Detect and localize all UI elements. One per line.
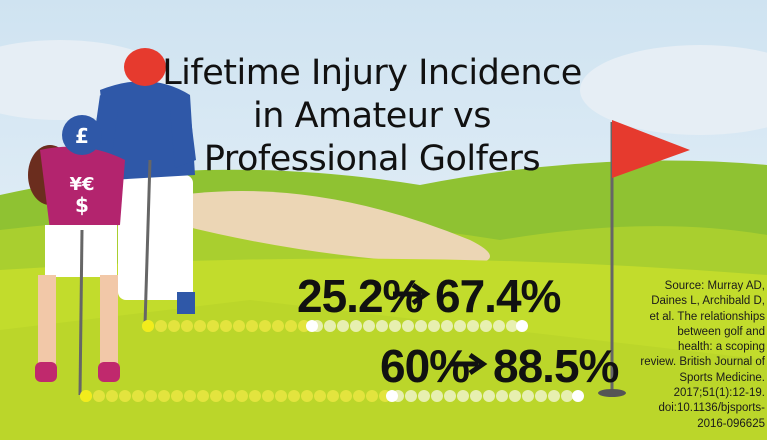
track-dot bbox=[363, 320, 375, 332]
track-dot bbox=[480, 320, 492, 332]
track-dot bbox=[184, 390, 196, 402]
mid-dot bbox=[386, 390, 398, 402]
track-dot bbox=[275, 390, 287, 402]
track-dot bbox=[561, 390, 573, 402]
currency-icon: $ bbox=[75, 193, 89, 217]
track-dot bbox=[522, 390, 534, 402]
track-dot bbox=[428, 320, 440, 332]
track-dot bbox=[366, 390, 378, 402]
track-dot bbox=[353, 390, 365, 402]
track-dot bbox=[93, 390, 105, 402]
track-dot bbox=[194, 320, 206, 332]
golfer-girl bbox=[28, 115, 125, 396]
end-dot bbox=[516, 320, 528, 332]
track-dot bbox=[233, 320, 245, 332]
track-dot bbox=[223, 390, 235, 402]
track-dot bbox=[106, 390, 118, 402]
track-dot bbox=[324, 320, 336, 332]
bunker bbox=[148, 191, 490, 265]
track-dot bbox=[168, 320, 180, 332]
track-dot bbox=[236, 390, 248, 402]
title-line: Lifetime Injury Incidence bbox=[162, 53, 582, 93]
track-dot bbox=[496, 390, 508, 402]
track-dot bbox=[301, 390, 313, 402]
track-dot bbox=[441, 320, 453, 332]
track-dot bbox=[493, 320, 505, 332]
track-dot bbox=[376, 320, 388, 332]
end-dot bbox=[572, 390, 584, 402]
track-dot bbox=[337, 320, 349, 332]
track-dot bbox=[132, 390, 144, 402]
source-note: Source: Murray AD, Daines L, Archibald D… bbox=[640, 280, 765, 430]
track-dot bbox=[340, 390, 352, 402]
title-line: in Amateur vs bbox=[253, 96, 491, 136]
track-dot bbox=[506, 320, 518, 332]
track-dot bbox=[145, 390, 157, 402]
cloud bbox=[580, 45, 767, 135]
track-dot bbox=[314, 390, 326, 402]
track-dot bbox=[249, 390, 261, 402]
shade bbox=[0, 300, 767, 440]
track-dot bbox=[483, 390, 495, 402]
stat-rows: 25.2% 67.4%60% 88.5% bbox=[80, 270, 620, 402]
track-dot bbox=[259, 320, 271, 332]
track-dot bbox=[402, 320, 414, 332]
title-line: Professional Golfers bbox=[204, 139, 540, 179]
track-dot bbox=[210, 390, 222, 402]
track-dot bbox=[444, 390, 456, 402]
track-dot bbox=[454, 320, 466, 332]
arrow bbox=[393, 282, 431, 306]
track-dot bbox=[246, 320, 258, 332]
track-dot bbox=[470, 390, 482, 402]
arrow bbox=[450, 352, 488, 376]
hole bbox=[598, 389, 626, 397]
track-dot bbox=[119, 390, 131, 402]
track-dot bbox=[155, 320, 167, 332]
track-dot bbox=[285, 320, 297, 332]
track-dot bbox=[272, 320, 284, 332]
track-dot bbox=[288, 390, 300, 402]
track-dot bbox=[415, 320, 427, 332]
track-dot bbox=[262, 390, 274, 402]
stat-to: 88.5% bbox=[493, 340, 619, 392]
track-dot bbox=[350, 320, 362, 332]
track-dot bbox=[207, 320, 219, 332]
track-dot bbox=[405, 390, 417, 402]
currency-icon: £ bbox=[75, 124, 89, 148]
track-dot bbox=[418, 390, 430, 402]
track-dot bbox=[327, 390, 339, 402]
mid-dot bbox=[306, 320, 318, 332]
track-dot bbox=[431, 390, 443, 402]
track-dot bbox=[197, 390, 209, 402]
track-dot bbox=[171, 390, 183, 402]
stat-to: 67.4% bbox=[435, 270, 561, 322]
start-dot bbox=[142, 320, 154, 332]
track-dot bbox=[158, 390, 170, 402]
track-dot bbox=[509, 390, 521, 402]
start-dot bbox=[80, 390, 92, 402]
flag bbox=[612, 120, 690, 178]
currency-icon: ¥€ bbox=[69, 174, 94, 195]
track-dot bbox=[389, 320, 401, 332]
track-dot bbox=[220, 320, 232, 332]
track-dot bbox=[535, 390, 547, 402]
track-dot bbox=[181, 320, 193, 332]
track-dot bbox=[467, 320, 479, 332]
track-dot bbox=[548, 390, 560, 402]
track-dot bbox=[457, 390, 469, 402]
